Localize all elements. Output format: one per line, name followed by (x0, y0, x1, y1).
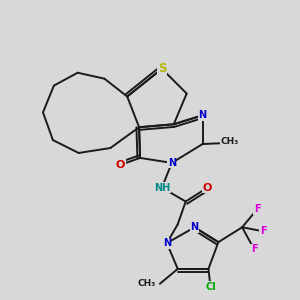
Text: N: N (190, 222, 199, 232)
Text: N: N (168, 158, 176, 168)
Text: F: F (254, 204, 260, 214)
Text: N: N (163, 238, 171, 248)
Text: CH₃: CH₃ (137, 279, 155, 288)
Text: N: N (198, 110, 207, 120)
Text: NH: NH (154, 183, 170, 193)
Text: CH₃: CH₃ (220, 137, 239, 146)
Text: O: O (203, 183, 212, 193)
Text: F: F (251, 244, 257, 254)
Text: Cl: Cl (205, 282, 216, 292)
Text: S: S (158, 62, 166, 75)
Text: F: F (260, 226, 266, 236)
Text: O: O (116, 160, 125, 170)
